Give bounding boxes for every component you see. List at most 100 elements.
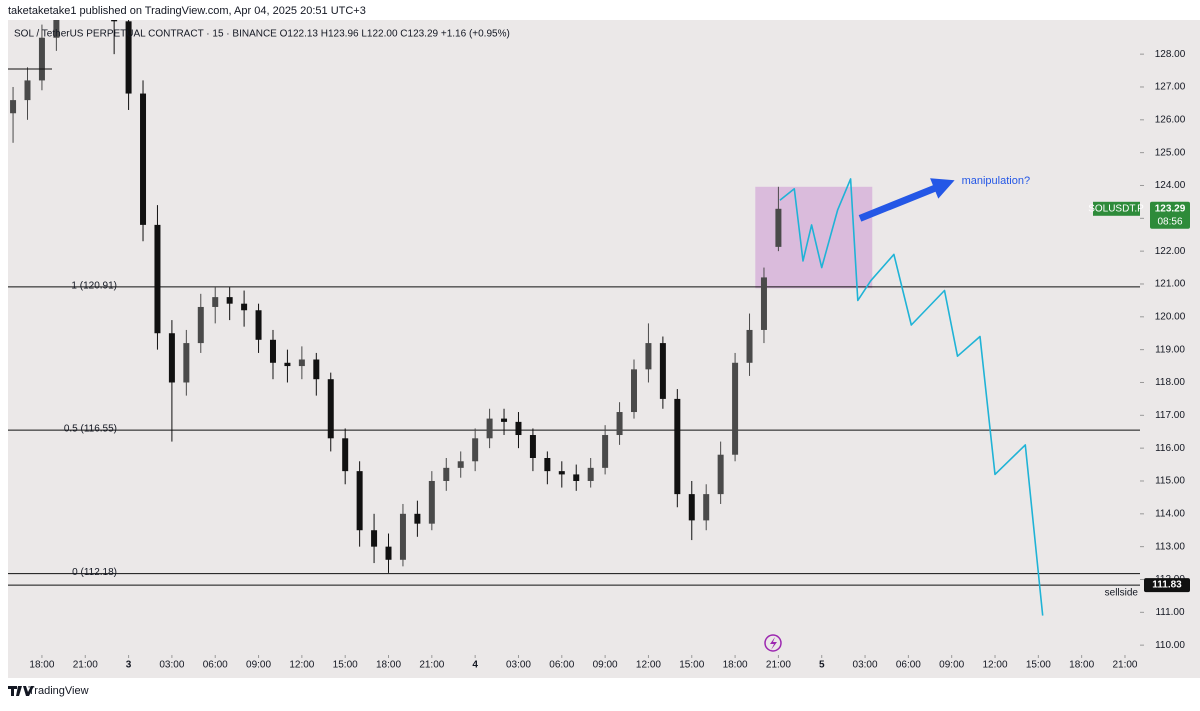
candle-body [399,513,406,560]
sellside-tag [1144,578,1190,593]
chart-background [8,20,1200,678]
published-note: taketaketake1 published on TradingView.c… [8,5,366,17]
symbol-tag-label: SOLUSDT.P [1088,203,1144,214]
arrow [858,178,955,222]
fib-label: 1 (120.91) [71,281,117,292]
y-tick-label: 114.00 [1155,508,1185,519]
y-tick-label: 117.00 [1155,410,1185,421]
price-tag [1150,201,1190,229]
x-tick-label: 09:00 [939,660,964,671]
candle-body [255,310,262,340]
x-tick-label: 3 [126,660,132,671]
y-tick-label: 119.00 [1155,344,1185,355]
candle-body [717,454,724,495]
candle-body [284,362,291,367]
candle-body [515,421,522,436]
y-tick-label: 120.00 [1155,311,1186,322]
fib-label: 0.5 (116.55) [64,424,117,435]
y-tick-label: 125.00 [1155,147,1186,158]
x-tick-label: 12:00 [636,660,661,671]
x-tick-label: 09:00 [593,660,618,671]
y-tick-label: 124.00 [1155,180,1186,191]
sellside-label: sellside [1105,588,1139,599]
fib-label: 0 (112.18) [72,567,117,578]
candle-body [24,80,31,101]
candle-body [371,530,378,547]
x-tick-label: 21:00 [419,660,444,671]
x-tick-label: 06:00 [896,660,921,671]
candle-body [760,277,767,330]
candle-body [558,471,565,475]
y-tick-label: 113.00 [1155,541,1185,552]
candle-body [428,480,435,524]
candle-body [457,461,464,468]
candle-body [241,303,248,311]
candle-body [775,208,782,247]
countdown: 08:56 [1157,216,1182,227]
x-tick-label: 21:00 [766,660,791,671]
x-tick-label: 18:00 [376,660,401,671]
x-tick-label: 03:00 [853,660,878,671]
x-tick-label: 15:00 [333,660,358,671]
candle-body [703,494,710,521]
candle-body [10,100,17,114]
candle-body [746,329,753,363]
event-icon [770,637,777,650]
candle-body [38,37,45,81]
y-tick-label: 116.00 [1155,443,1185,454]
candle-body [645,343,652,370]
candle-body [688,494,695,521]
candle-body [587,467,594,481]
x-tick-label: 06:00 [203,660,228,671]
event-icon [764,634,782,652]
y-tick-label: 122.00 [1155,246,1186,257]
candle-body [486,418,493,439]
x-tick-label: 5 [819,660,825,671]
sellside-price: 111.83 [1152,580,1182,591]
candle-body [602,435,609,468]
candle-body [501,418,508,422]
x-tick-label: 18:00 [1069,660,1094,671]
candle-body [269,339,276,363]
candle-body [732,362,739,455]
x-tick-label: 06:00 [549,660,574,671]
candle-body [529,435,536,458]
candle-body [154,224,161,334]
projection-line [779,178,1044,616]
candle-body [111,20,118,22]
x-tick-label: 12:00 [289,660,314,671]
x-tick-label: 12:00 [983,660,1008,671]
arrow-label: manipulation? [962,175,1031,187]
candle-body [298,359,305,367]
candle-body [212,297,219,307]
y-tick-label: 121.00 [1155,279,1186,290]
candle-body [356,471,363,531]
candle-body [385,546,392,560]
candle-body [443,467,450,481]
x-tick-label: 09:00 [246,660,271,671]
x-tick-label: 03:00 [506,660,531,671]
y-tick-label: 111.00 [1155,607,1185,618]
candle-body [544,457,551,472]
x-tick-label: 4 [472,660,478,671]
y-tick-label: 126.00 [1155,114,1186,125]
x-tick-label: 21:00 [1112,660,1137,671]
brand-logo [8,686,34,696]
x-tick-label: 03:00 [159,660,184,671]
symbol-tag [1093,201,1140,216]
candle-body [140,93,147,225]
candle-body [226,297,233,304]
candle-body [97,0,103,2]
candle-body [53,20,60,38]
candle-body [573,474,580,481]
candle-body [659,343,666,399]
candle-body [342,438,349,472]
candle-body [125,21,132,94]
candle-body [313,359,320,380]
last-price: 123.29 [1155,203,1186,214]
x-tick-label: 21:00 [73,660,98,671]
brand-name: TradingView [28,685,89,697]
candle-body [168,333,175,383]
x-tick-label: 15:00 [679,660,704,671]
y-tick-label: 110.00 [1155,640,1185,651]
